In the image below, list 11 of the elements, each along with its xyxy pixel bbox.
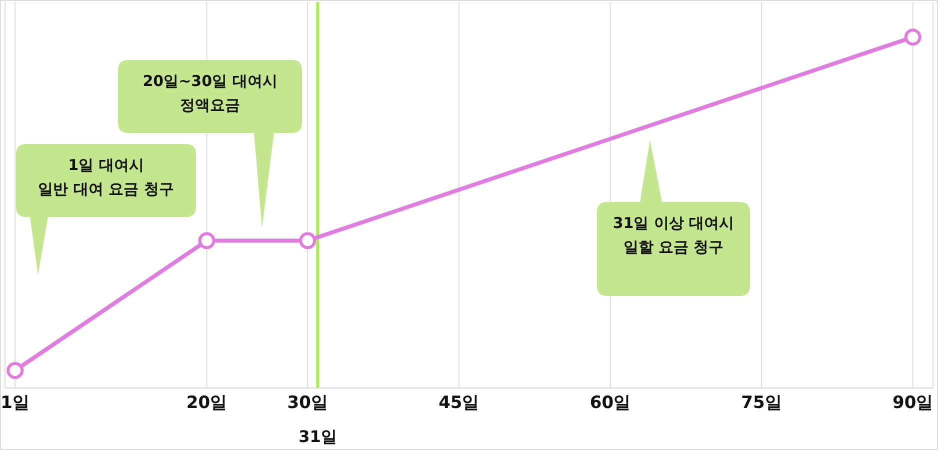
annotation: 31일 이상 대여시 일할 요금 청구 [612, 214, 734, 256]
annotation: 1일 대여시 일반 대여 요금 청구 [38, 156, 174, 198]
x-tick-label: 60일 [590, 393, 631, 414]
x-tick-label: 1일 [0, 393, 30, 414]
ref-line-label: 31일 [298, 427, 337, 446]
x-tick-label: 20일 [186, 393, 228, 414]
x-tick-label: 90일 [892, 393, 934, 414]
x-tick-label: 45일 [438, 393, 480, 414]
annotation: 20일~30일 대여시 정액요금 [142, 72, 278, 114]
x-tick-label: 30일 [287, 393, 328, 414]
x-tick-label: 75일 [741, 393, 782, 414]
